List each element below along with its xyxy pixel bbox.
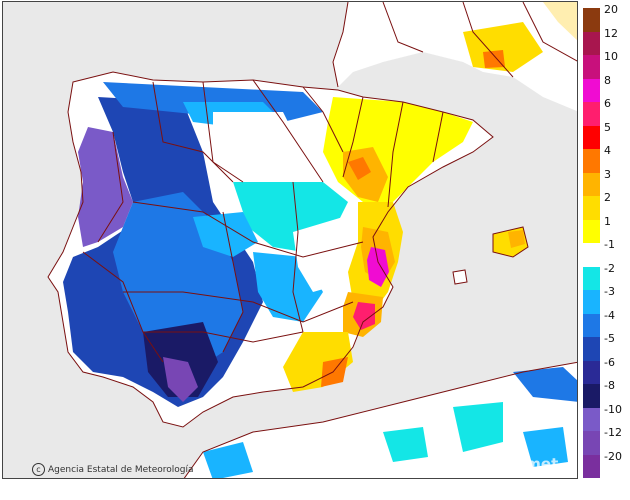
legend-label: -3 xyxy=(604,285,615,298)
legend-label: -20 xyxy=(604,449,622,463)
legend-swatch xyxy=(583,31,600,55)
legend-swatch xyxy=(583,360,600,384)
legend-label: 1 xyxy=(604,214,611,228)
legend: 20 12 10 8 6 5 4 3 2 1 -1 -2 -3 -4 -5 -6 -8 -10 -12 -20 xyxy=(583,4,629,478)
legend-swatch xyxy=(583,196,600,220)
legend-label: 12 xyxy=(604,26,618,40)
legend-label: -10 xyxy=(604,402,622,416)
copyright-icon: c xyxy=(32,463,45,476)
zone-valencia-magenta xyxy=(367,247,389,287)
legend-swatch xyxy=(583,172,600,196)
legend-swatch xyxy=(583,125,600,149)
legend-swatch xyxy=(583,431,600,455)
legend-label: 3 xyxy=(604,167,611,181)
legend-swatch xyxy=(583,8,600,32)
legend-label: 10 xyxy=(604,50,618,63)
legend-label: 4 xyxy=(604,144,611,157)
watermark: aemet xyxy=(505,455,559,473)
legend-swatch xyxy=(583,337,600,361)
legend-label: 2 xyxy=(604,191,611,204)
legend-swatch xyxy=(583,78,600,102)
legend-label: -4 xyxy=(604,308,615,322)
legend-swatch xyxy=(583,55,600,79)
legend-label: 20 xyxy=(604,3,618,16)
legend-label: -6 xyxy=(604,355,615,369)
legend-label: -5 xyxy=(604,332,615,345)
legend-swatch xyxy=(583,313,600,337)
legend-label: 6 xyxy=(604,97,611,110)
legend-swatch xyxy=(583,149,600,173)
credit-text: Agencia Estatal de Meteorología xyxy=(48,464,194,475)
legend-label: -12 xyxy=(604,426,622,439)
legend-label: -2 xyxy=(604,261,615,275)
legend-swatch xyxy=(583,290,600,314)
legend-swatch xyxy=(583,219,600,243)
legend-swatch xyxy=(583,454,600,478)
legend-label: -1 xyxy=(604,238,615,251)
legend-swatch xyxy=(583,407,600,431)
legend-label: 8 xyxy=(604,73,611,87)
legend-swatch xyxy=(583,266,600,290)
legend-swatch xyxy=(583,102,600,126)
zone-portugal-purple xyxy=(78,127,133,247)
africa-land xyxy=(184,362,577,478)
legend-label: -8 xyxy=(604,379,615,392)
legend-label: 5 xyxy=(604,120,611,134)
legend-swatch xyxy=(583,384,600,408)
legend-swatch xyxy=(583,243,600,267)
anomaly-map xyxy=(2,1,578,479)
credit: c Agencia Estatal de Meteorología xyxy=(32,463,194,476)
